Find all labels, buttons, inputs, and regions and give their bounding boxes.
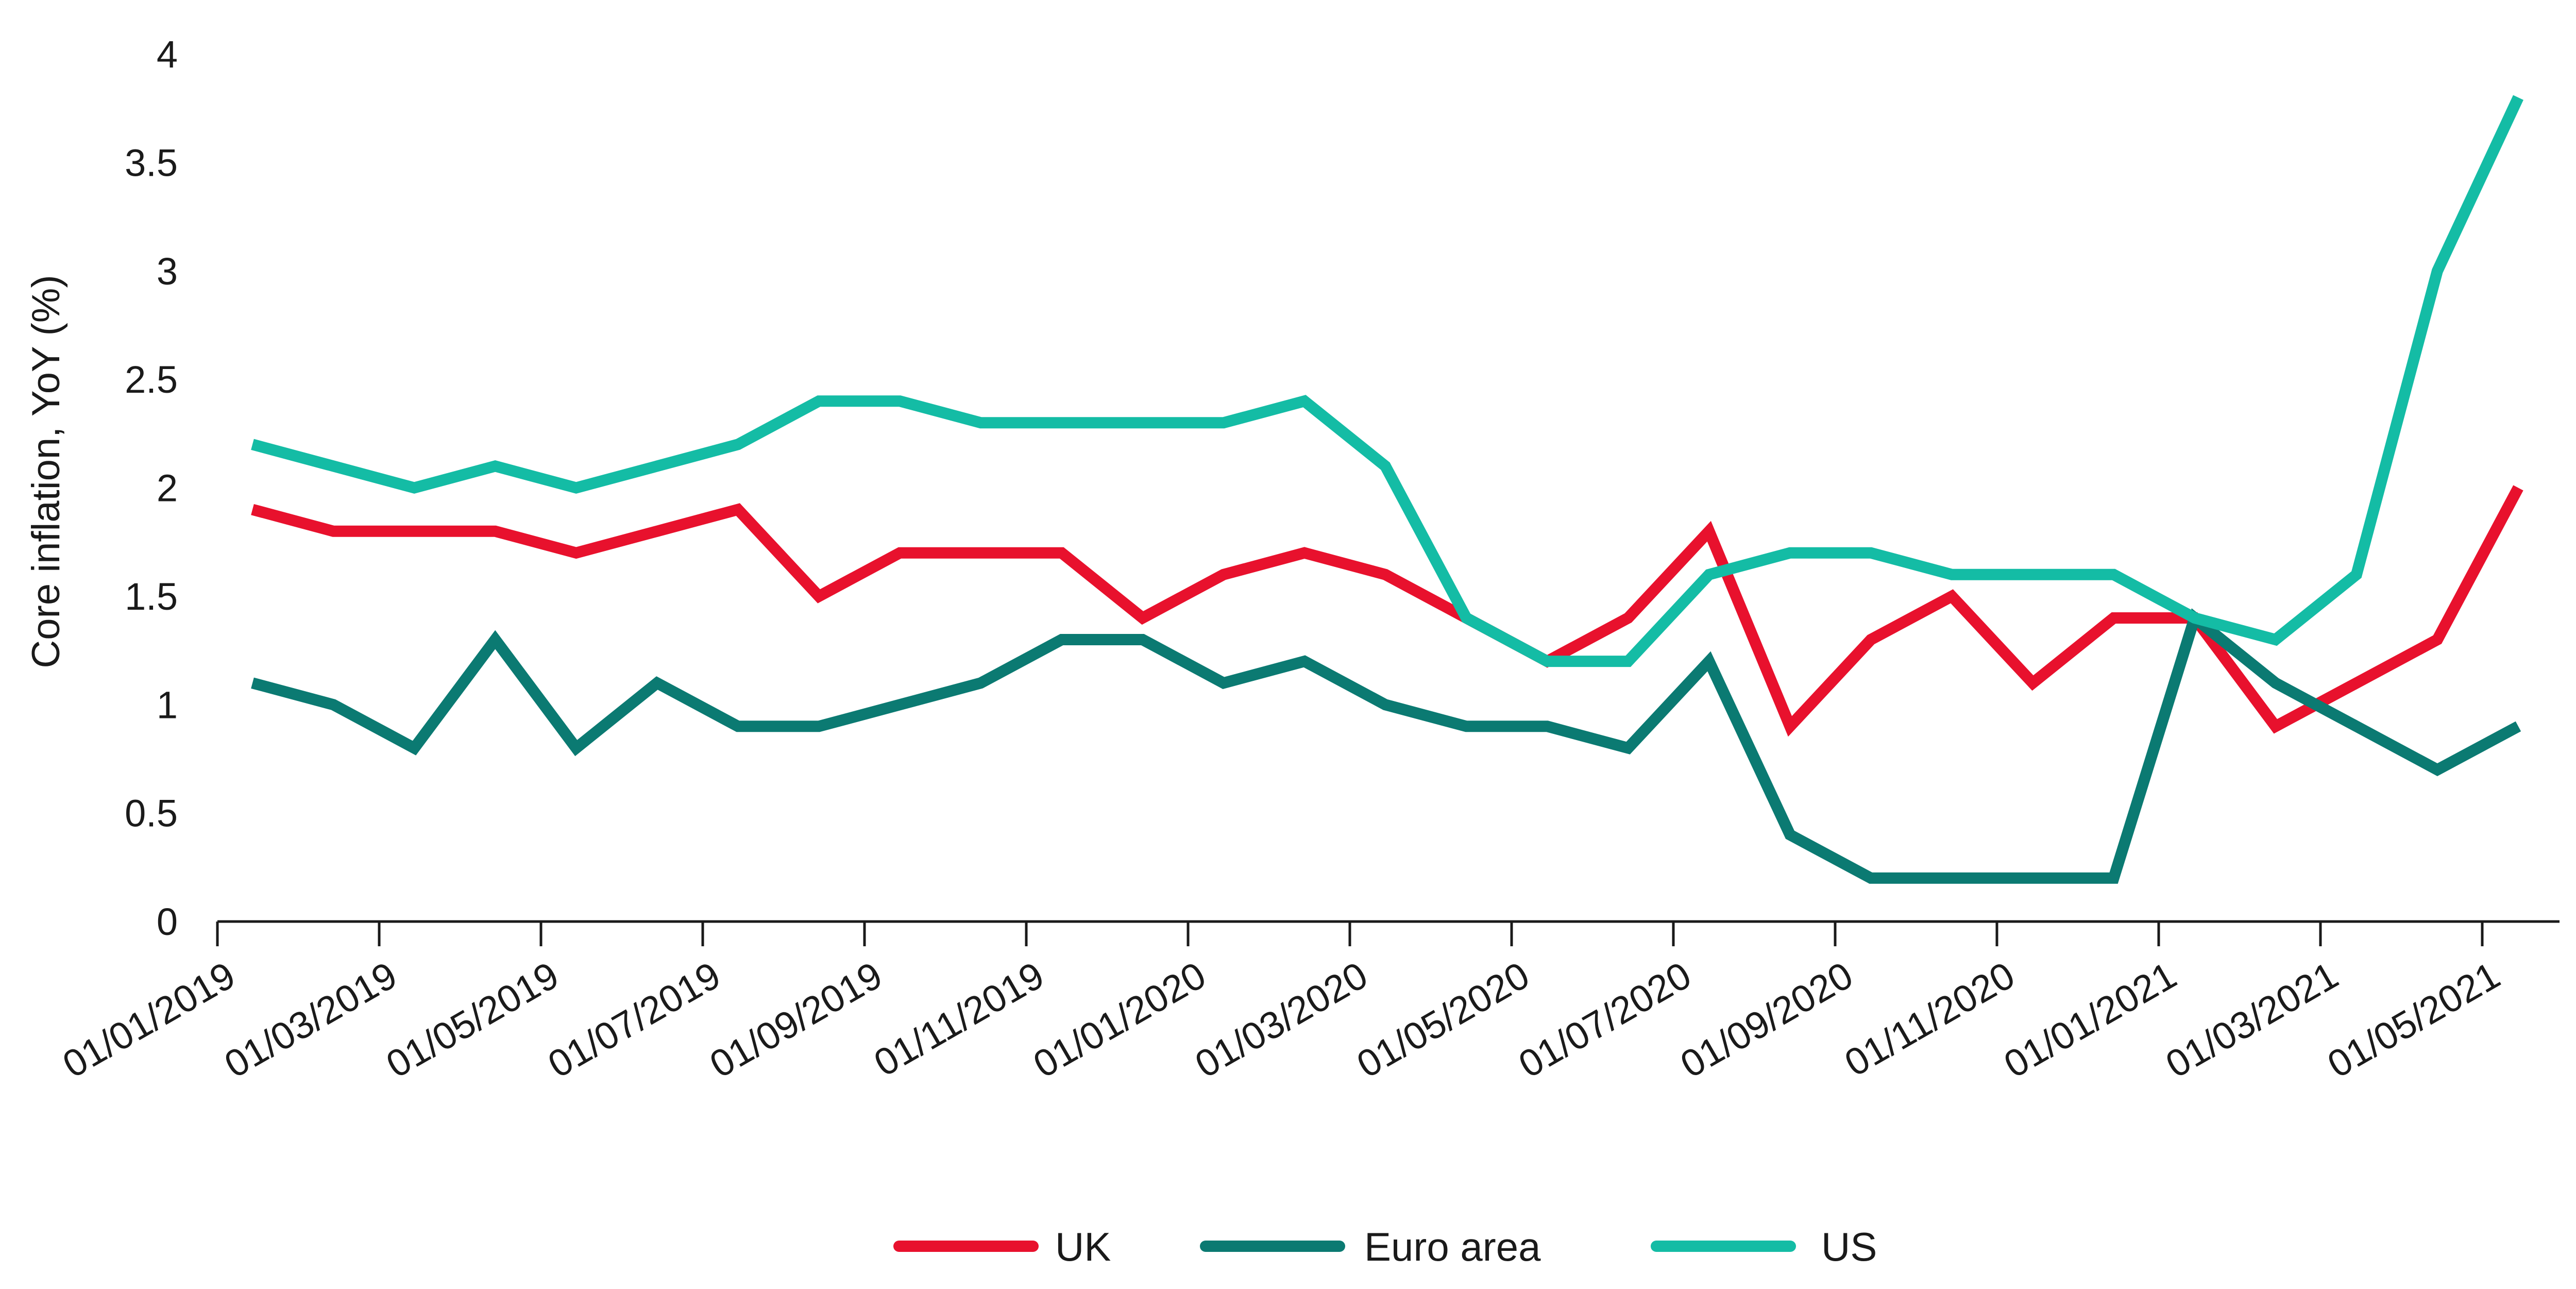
x-axis: 01/01/201901/03/201901/05/201901/07/2019… [56, 920, 2560, 1086]
y-tick-label: 0 [157, 900, 178, 943]
x-tick-label: 01/05/2020 [1350, 953, 1536, 1086]
y-tick-label: 0.5 [125, 792, 178, 835]
legend-label: Euro area [1364, 1224, 1541, 1269]
x-tick-label: 01/07/2020 [1512, 953, 1698, 1086]
legend-label: US [1821, 1224, 1877, 1269]
x-tick-label: 01/03/2020 [1188, 953, 1375, 1086]
y-tick-label: 2.5 [125, 358, 178, 401]
y-tick-label: 3.5 [125, 141, 178, 184]
x-tick-label: 01/09/2020 [1673, 953, 1860, 1086]
x-tick-label: 01/05/2021 [2320, 953, 2507, 1086]
x-tick-label: 01/03/2019 [217, 953, 404, 1086]
y-tick-label: 4 [157, 33, 178, 76]
series-line-euro-area [251, 608, 2521, 884]
legend: UK Euro area US [893, 1224, 1877, 1269]
y-axis-ticks: 0 0.5 1 1.5 2 2.5 3 3.5 4 [125, 33, 178, 943]
x-tick-label: 01/09/2019 [703, 953, 889, 1086]
y-tick-label: 2 [157, 467, 178, 510]
x-tick-label: 01/01/2019 [56, 953, 242, 1086]
x-tick-label: 01/05/2019 [379, 953, 566, 1086]
x-tick-label: 01/03/2021 [2159, 953, 2345, 1086]
y-axis-title: Core inflation, YoY (%) [24, 275, 68, 668]
legend-label: UK [1055, 1224, 1111, 1269]
x-tick-label: 01/11/2020 [1838, 953, 2022, 1084]
series-line-us [251, 95, 2523, 667]
y-tick-label: 1.5 [125, 575, 178, 618]
y-tick-label: 1 [157, 683, 178, 726]
series-layer [251, 95, 2523, 884]
x-tick-label: 01/11/2019 [867, 953, 1051, 1084]
y-tick-label: 3 [157, 250, 178, 293]
x-tick-label: 01/07/2019 [541, 953, 727, 1086]
x-tick-label: 01/01/2020 [1026, 953, 1213, 1086]
x-tick-label: 01/01/2021 [1997, 953, 2183, 1086]
series-line-uk [251, 485, 2523, 737]
